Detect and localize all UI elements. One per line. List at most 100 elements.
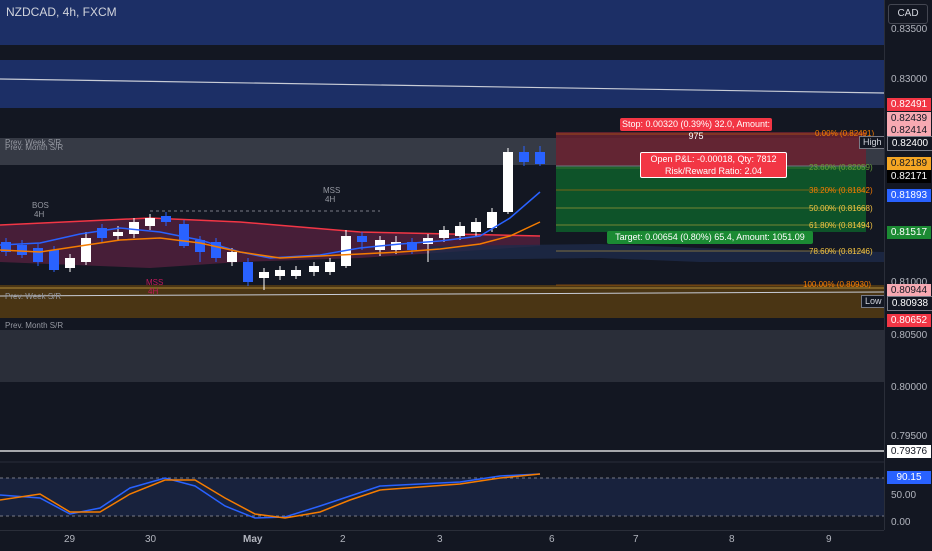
candle-body bbox=[309, 266, 319, 272]
osc-orange-line bbox=[0, 473, 541, 519]
prev-week-sr-label-top: Prev. Week S/R bbox=[5, 138, 62, 147]
price-tag: 0.82414 bbox=[887, 124, 931, 137]
candle-body bbox=[259, 272, 269, 278]
price-tag: 0.80652 bbox=[887, 314, 931, 327]
price-tag: 0.82439 bbox=[887, 112, 931, 125]
price-tag: 0.82189 bbox=[887, 157, 931, 170]
price-tick: 0.79500 bbox=[891, 431, 928, 442]
fib-382: 38.20% (0.81842) bbox=[809, 186, 873, 195]
candle-body bbox=[97, 228, 107, 238]
candle-body bbox=[145, 218, 155, 226]
bos-label: BOS bbox=[32, 201, 49, 210]
candle-body bbox=[325, 262, 335, 272]
candle-body bbox=[195, 240, 205, 252]
stop-box[interactable]: Stop: 0.00320 (0.39%) 32.0, Amount: 975 bbox=[620, 118, 772, 141]
candle-body bbox=[519, 152, 529, 162]
candle-body bbox=[375, 240, 385, 250]
candle-body bbox=[391, 242, 401, 250]
prev-month-sr-label-top: Prev. Month S/R bbox=[5, 143, 64, 152]
time-label: 3 bbox=[437, 534, 443, 545]
candle-body bbox=[17, 245, 27, 255]
trendline-red bbox=[0, 217, 541, 237]
high-label: High bbox=[859, 136, 886, 149]
candle-body bbox=[33, 248, 43, 262]
mss-label-upper: MSS bbox=[323, 186, 341, 195]
candle-body bbox=[129, 222, 139, 234]
osc-tag: 90.15 bbox=[887, 471, 931, 484]
osc-tick: 50.00 bbox=[891, 490, 917, 501]
candle-body bbox=[161, 216, 171, 222]
time-label: May bbox=[243, 534, 263, 545]
chart-canvas[interactable] bbox=[0, 0, 885, 530]
osc-blue-line bbox=[0, 473, 541, 519]
ema-slow-line bbox=[0, 221, 541, 259]
candle-body bbox=[455, 226, 465, 236]
candle-body bbox=[211, 242, 221, 258]
trendline-lower bbox=[0, 291, 885, 297]
time-label: 30 bbox=[145, 534, 157, 545]
prev-week-sr-zone-bottom bbox=[0, 285, 884, 318]
fib-0: 0.00% (0.82491) bbox=[815, 129, 875, 138]
fib-236: 23.60% (0.82059) bbox=[809, 163, 873, 172]
candle-body bbox=[487, 212, 497, 228]
price-tick: 0.83000 bbox=[891, 74, 928, 85]
fib-100: 100.00% (0.80930) bbox=[803, 280, 872, 289]
target-box[interactable]: Target: 0.00654 (0.80%) 65.4, Amount: 10… bbox=[607, 231, 813, 244]
bos-timeframe: 4H bbox=[34, 210, 45, 219]
price-chart[interactable]: NZDCAD, 4h, FXCM BOS 4H MSS 4H MSS 4H Pr… bbox=[0, 0, 886, 530]
candle-body bbox=[81, 238, 91, 262]
candle-body bbox=[275, 270, 285, 276]
mss-label-lower: MSS bbox=[146, 278, 164, 287]
risk-reward-text: Risk/Reward Ratio: 2.04 bbox=[664, 166, 763, 176]
resistance-zone-top bbox=[0, 0, 884, 45]
fib-lines bbox=[556, 133, 866, 286]
price-tick: 0.80500 bbox=[891, 330, 928, 341]
time-axis[interactable]: 29 30 May 2 3 6 7 8 9 bbox=[0, 530, 884, 551]
ema-fast-line bbox=[0, 191, 541, 259]
candle-body bbox=[535, 152, 545, 164]
price-axis[interactable]: CAD 0.835000.830000.825000.820000.815000… bbox=[884, 0, 932, 530]
fib-618: 61.80% (0.81494) bbox=[809, 221, 873, 230]
price-tag: 0.80944 bbox=[887, 284, 931, 297]
candle-body bbox=[503, 152, 513, 212]
price-tag: 0.79376 bbox=[887, 445, 931, 458]
prev-week-sr-label-bottom: Prev. Week S/R bbox=[5, 292, 62, 301]
candle-body bbox=[65, 258, 75, 268]
candle-body bbox=[357, 236, 367, 242]
price-tick: 0.81000 bbox=[891, 277, 928, 288]
candle-body bbox=[113, 232, 123, 236]
symbol-title[interactable]: NZDCAD, 4h, FXCM bbox=[6, 5, 117, 19]
open-pl-box[interactable]: Open P&L: -0.00018, Qty: 7812 Risk/Rewar… bbox=[640, 152, 787, 178]
prev-month-sr-zone-bottom bbox=[0, 330, 884, 382]
low-label: Low bbox=[861, 295, 886, 308]
price-tag: 0.82491 bbox=[887, 98, 931, 111]
candle-body bbox=[439, 230, 449, 238]
candles bbox=[1, 146, 545, 290]
mss-timeframe-upper: 4H bbox=[325, 195, 336, 204]
currency-button[interactable]: CAD bbox=[888, 4, 928, 24]
price-tag: 0.81517 bbox=[887, 226, 931, 239]
time-label: 29 bbox=[64, 534, 76, 545]
oscillator-band bbox=[0, 478, 884, 516]
candle-body bbox=[243, 262, 253, 282]
prev-month-sr-label-bottom: Prev. Month S/R bbox=[5, 321, 64, 330]
price-tick: 0.80000 bbox=[891, 382, 928, 393]
kumo-band bbox=[430, 244, 884, 262]
price-tick: 0.83500 bbox=[891, 24, 928, 35]
time-label: 9 bbox=[826, 534, 832, 545]
candle-body bbox=[179, 224, 189, 246]
fib-50: 50.00% (0.81668) bbox=[809, 204, 873, 213]
candle-body bbox=[49, 250, 59, 270]
candle-body bbox=[407, 242, 417, 250]
candle-body bbox=[291, 270, 301, 276]
price-tag: 0.80938 bbox=[887, 296, 932, 311]
open-pl-text: Open P&L: -0.00018, Qty: 7812 bbox=[650, 154, 777, 164]
osc-tick: 0.00 bbox=[891, 517, 911, 528]
time-label: 7 bbox=[633, 534, 639, 545]
price-tag: 0.82400 bbox=[887, 136, 932, 151]
price-tag: 0.81893 bbox=[887, 189, 931, 202]
trendline-upper bbox=[0, 78, 885, 94]
time-label: 6 bbox=[549, 534, 555, 545]
candle-body bbox=[227, 252, 237, 262]
resistance-zone-blue bbox=[0, 60, 884, 108]
